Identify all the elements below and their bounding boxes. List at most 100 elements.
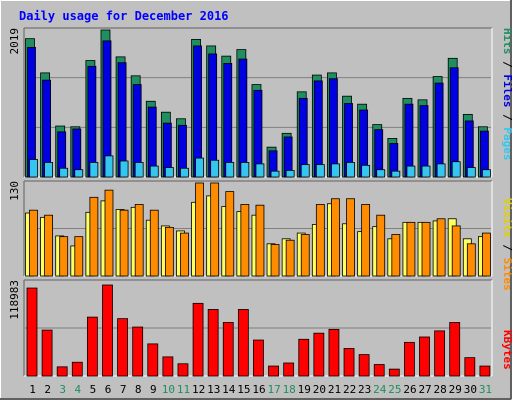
day-label: 28 (434, 383, 447, 396)
kbytes-bar (71, 361, 83, 377)
kbytes-bar (343, 348, 355, 377)
kbytes-bar (207, 309, 219, 377)
legend-separator: / (501, 108, 512, 128)
kbytes-bar (86, 316, 98, 377)
day-label: 20 (313, 383, 326, 396)
day-label: 2 (44, 383, 51, 396)
pages-bar (89, 162, 99, 178)
files-bar (223, 63, 233, 178)
day-label: 18 (283, 383, 296, 396)
pages-bar (225, 162, 235, 178)
pages-bar (119, 160, 129, 178)
kbytes-bar (283, 362, 295, 377)
kbytes-bar (404, 341, 415, 377)
day-label: 9 (150, 383, 157, 396)
files-legend: Files (501, 74, 512, 107)
day-label: 30 (464, 383, 477, 396)
day-labels: 1 2 3 4 5 6 7 8 9 10 11 12 13 14 15 16 17 18 19 20 21 22 23 24 2… (29, 383, 492, 396)
day-label: 25 (388, 383, 401, 396)
pages-bar (255, 163, 265, 178)
sites-bar (180, 232, 189, 277)
visits-side-label: Visits / Sites (501, 198, 512, 291)
pages-bar (482, 169, 491, 178)
day-label: 17 (267, 383, 280, 396)
pages-bar (270, 170, 280, 178)
pages-bar (421, 165, 431, 178)
chart-title: Daily usage for December 2016 (19, 9, 229, 23)
day-label: 16 (252, 383, 265, 396)
pages-bar (300, 164, 310, 178)
kbytes-bar (419, 336, 430, 377)
kbytes-bar (479, 365, 491, 377)
day-label: 27 (418, 383, 431, 396)
kbytes-bar (434, 330, 446, 377)
visits-sites-panel (23, 180, 493, 277)
pages-bar (331, 163, 340, 178)
kbytes-bar (358, 354, 370, 377)
day-label: 6 (105, 383, 112, 396)
visits-legend: Visits (501, 198, 512, 238)
sites-bar (134, 204, 144, 277)
sites-bar (210, 182, 220, 277)
sites-bar (29, 209, 38, 277)
kbytes-bar (132, 326, 144, 377)
kbytes-bar (147, 343, 159, 377)
pages-bar (59, 167, 69, 178)
kbytes-bar (464, 357, 476, 377)
pages-bar (466, 167, 476, 178)
sites-bar (421, 221, 431, 277)
pages-bar (164, 167, 174, 178)
day-label: 31 (479, 383, 492, 396)
day-label: 5 (90, 383, 97, 396)
files-bar (193, 45, 202, 178)
sites-bar (195, 182, 204, 277)
kbytes-panel (23, 279, 493, 377)
sites-bar (331, 198, 340, 277)
kbytes-side-label: KBytes (501, 330, 512, 370)
sites-bar (482, 232, 491, 277)
hits-side-label: Hits / Files / Pages (501, 28, 512, 161)
day-label: 8 (135, 383, 142, 396)
sites-bar (451, 225, 461, 277)
sites-bar (149, 209, 159, 277)
day-label: 10 (162, 383, 175, 396)
sites-legend: Sites (501, 258, 512, 291)
sites-bar (44, 214, 53, 277)
sites-bar (391, 234, 401, 277)
pages-bar (210, 159, 220, 178)
pages-legend: Pages (501, 127, 512, 160)
pages-bar (74, 169, 84, 178)
sites-bar (119, 209, 129, 277)
pages-bar (406, 165, 416, 178)
day-label: 23 (358, 383, 371, 396)
kbytes-bar (313, 332, 325, 377)
kbytes-ymax-label: 118983 (8, 280, 21, 320)
kbytes-legend: KBytes (501, 330, 512, 370)
sites-bar (466, 243, 476, 277)
legend-separator: / (501, 55, 512, 75)
pages-bar (376, 169, 386, 178)
pages-bar (315, 164, 325, 178)
sites-bar (376, 214, 386, 277)
day-label: 24 (373, 383, 387, 396)
sites-bar (255, 204, 265, 277)
sites-bar (406, 221, 416, 277)
files-bar (313, 80, 323, 178)
files-bar (27, 47, 36, 178)
sites-bar (346, 198, 355, 277)
kbytes-bar (268, 365, 279, 377)
pages-bar (134, 162, 144, 178)
files-bar (117, 62, 127, 178)
pages-bar (104, 155, 114, 178)
kbytes-bar (192, 302, 204, 377)
hits-ymax-label: 2019 (8, 28, 21, 55)
pages-bar (451, 161, 461, 178)
sites-bar (285, 239, 295, 277)
kbytes-bar (253, 339, 264, 377)
kbytes-bar (177, 363, 189, 377)
pages-bar (29, 159, 38, 178)
sites-bar (74, 236, 84, 277)
kbytes-bar (388, 368, 400, 377)
day-label: 11 (177, 383, 190, 396)
